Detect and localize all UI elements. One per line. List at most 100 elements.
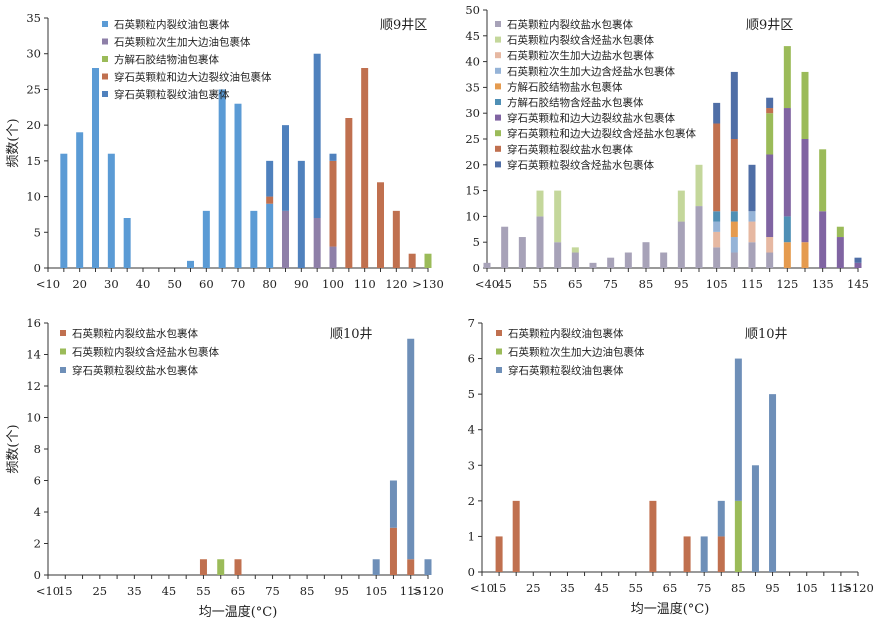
bar-segment-1 bbox=[730, 252, 738, 268]
legend-label: 石英颗粒内裂纹盐水包裹体 bbox=[72, 327, 198, 340]
x-tick-label: 135 bbox=[812, 277, 834, 291]
bar-segment-1 bbox=[60, 153, 68, 268]
legend-swatch bbox=[495, 36, 501, 43]
bar-segment-1 bbox=[748, 242, 756, 268]
y-tick-label: 5 bbox=[468, 387, 475, 401]
bar-segment-2 bbox=[329, 246, 337, 268]
legend-swatch bbox=[496, 330, 502, 336]
y-tick-label: 8 bbox=[34, 442, 41, 456]
bar-segment-4 bbox=[713, 221, 721, 232]
legend-label: 穿石英颗粒裂纹含烃盐水包裹体 bbox=[507, 158, 654, 171]
bar-segment-2 bbox=[313, 218, 321, 268]
bar-segment-1 bbox=[218, 89, 226, 268]
x-tick-label: 115 bbox=[400, 584, 422, 598]
bar-segment-8 bbox=[801, 71, 809, 139]
bar-segment-1 bbox=[649, 500, 657, 572]
x-tick-label: 45 bbox=[594, 581, 609, 595]
y-tick-label: 20 bbox=[465, 158, 480, 172]
y-tick-label: 30 bbox=[465, 106, 480, 120]
y-tick-label: 35 bbox=[26, 11, 41, 25]
bar-segment-1 bbox=[76, 132, 84, 268]
legend-swatch bbox=[495, 145, 501, 152]
bar-segment-1 bbox=[483, 262, 491, 268]
bar-segment-1 bbox=[717, 536, 725, 572]
x-tick-label: 40 bbox=[136, 277, 151, 291]
bar-segment-1 bbox=[123, 218, 131, 268]
legend-label: 方解石胶结物盐水包裹体 bbox=[507, 80, 623, 93]
bar-segment-6 bbox=[713, 211, 721, 222]
bar-segment-4 bbox=[730, 237, 738, 253]
y-tick-label: 35 bbox=[465, 80, 480, 94]
y-tick-label: 16 bbox=[26, 316, 41, 330]
x-tick-label: 115 bbox=[830, 581, 852, 595]
legend: 石英颗粒内裂纹盐水包裹体石英颗粒内裂纹含烃盐水包裹体石英颗粒次生加大边盐水包裹体… bbox=[495, 18, 696, 171]
legend-label: 石英颗粒次生加大边油包裹体 bbox=[114, 36, 251, 49]
bar-segment-1 bbox=[695, 206, 703, 268]
x-tick-label: 105 bbox=[706, 277, 728, 291]
legend-label: 穿石英颗粒裂纹油包裹体 bbox=[508, 364, 624, 377]
x-tick-label: 35 bbox=[560, 581, 575, 595]
x-tick-label: 85 bbox=[300, 584, 315, 598]
y-tick-label: 3 bbox=[468, 458, 475, 472]
x-tick-label: 65 bbox=[568, 277, 583, 291]
legend-label: 穿石英颗粒裂纹盐水包裹体 bbox=[507, 143, 633, 156]
bar-segment-5 bbox=[313, 53, 321, 218]
bar-segment-2 bbox=[695, 164, 703, 207]
bar-segment-1 bbox=[554, 242, 562, 268]
y-tick-label: 6 bbox=[34, 474, 41, 488]
bar-segment-7 bbox=[783, 108, 791, 217]
y-axis-label: 频数(个) bbox=[6, 118, 21, 167]
bar-segment-1 bbox=[518, 237, 526, 268]
y-tick-label: 7 bbox=[468, 316, 475, 330]
bar-segment-7 bbox=[854, 262, 862, 268]
x-tick-label: 45 bbox=[162, 584, 177, 598]
bar-segment-3 bbox=[734, 358, 742, 501]
bar-segment-5 bbox=[297, 160, 305, 268]
legend-swatch bbox=[496, 348, 502, 355]
y-tick-label: 2 bbox=[34, 537, 41, 551]
y-tick-label: 0 bbox=[473, 261, 480, 275]
x-tick-label: 145 bbox=[847, 277, 869, 291]
x-tick-label: 30 bbox=[104, 277, 119, 291]
legend-label: 穿石英颗粒和边大边裂纹含烃盐水包裹体 bbox=[507, 127, 696, 140]
x-tick-label: <10 bbox=[36, 584, 60, 598]
legend-swatch bbox=[495, 83, 501, 90]
bar-segment-1 bbox=[495, 536, 503, 572]
bar-segment-6 bbox=[783, 216, 791, 243]
legend-label: 石英颗粒内裂纹含烃盐水包裹体 bbox=[507, 34, 654, 47]
y-tick-label: 5 bbox=[34, 225, 41, 239]
bar-segment-8 bbox=[819, 149, 827, 212]
legend: 石英颗粒内裂纹油包裹体石英颗粒次生加大边油包裹体方解石胶结物油包裹体穿石英颗粒和… bbox=[102, 18, 272, 101]
bar-segment-4 bbox=[361, 68, 369, 268]
bar-segment-4 bbox=[377, 182, 384, 268]
x-tick-label: 105 bbox=[796, 581, 818, 595]
bar-segment-3 bbox=[407, 338, 415, 560]
legend-label: 石英颗粒内裂纹含烃盐水包裹体 bbox=[72, 346, 219, 359]
x-axis-label: 均一温度(°C) bbox=[199, 604, 278, 620]
x-tick-label: 55 bbox=[533, 277, 548, 291]
bar-segment-1 bbox=[407, 559, 415, 575]
bar-segment-9 bbox=[730, 139, 738, 212]
legend-label: 石英颗粒次生加大边油包裹体 bbox=[508, 346, 645, 359]
panel-title: 顺10井 bbox=[330, 327, 373, 342]
y-tick-label: 15 bbox=[26, 154, 41, 168]
chart-panel-1: 0 5 10 15 20 25 30 35 <10 20 30 40 50 60 70 80 90 100 110 1… bbox=[6, 11, 444, 291]
x-tick-label: 35 bbox=[127, 584, 142, 598]
x-tick-label: >120 bbox=[412, 584, 444, 598]
bar-segment-4 bbox=[329, 160, 337, 247]
bar-segment-3 bbox=[424, 559, 432, 575]
bar-segment-4 bbox=[748, 211, 756, 222]
y-tick-label: 6 bbox=[468, 352, 475, 366]
bar-segment-1 bbox=[536, 216, 544, 268]
bar-segment-5 bbox=[282, 125, 289, 211]
bar-segment-7 bbox=[836, 237, 844, 268]
legend-swatch bbox=[495, 52, 501, 59]
x-tick-label: 60 bbox=[199, 277, 214, 291]
x-tick-label: 15 bbox=[492, 581, 507, 595]
bar-segment-8 bbox=[836, 226, 844, 238]
bar-segment-4 bbox=[345, 118, 353, 268]
bar-segment-1 bbox=[202, 210, 210, 268]
x-tick-label: 100 bbox=[322, 277, 344, 291]
